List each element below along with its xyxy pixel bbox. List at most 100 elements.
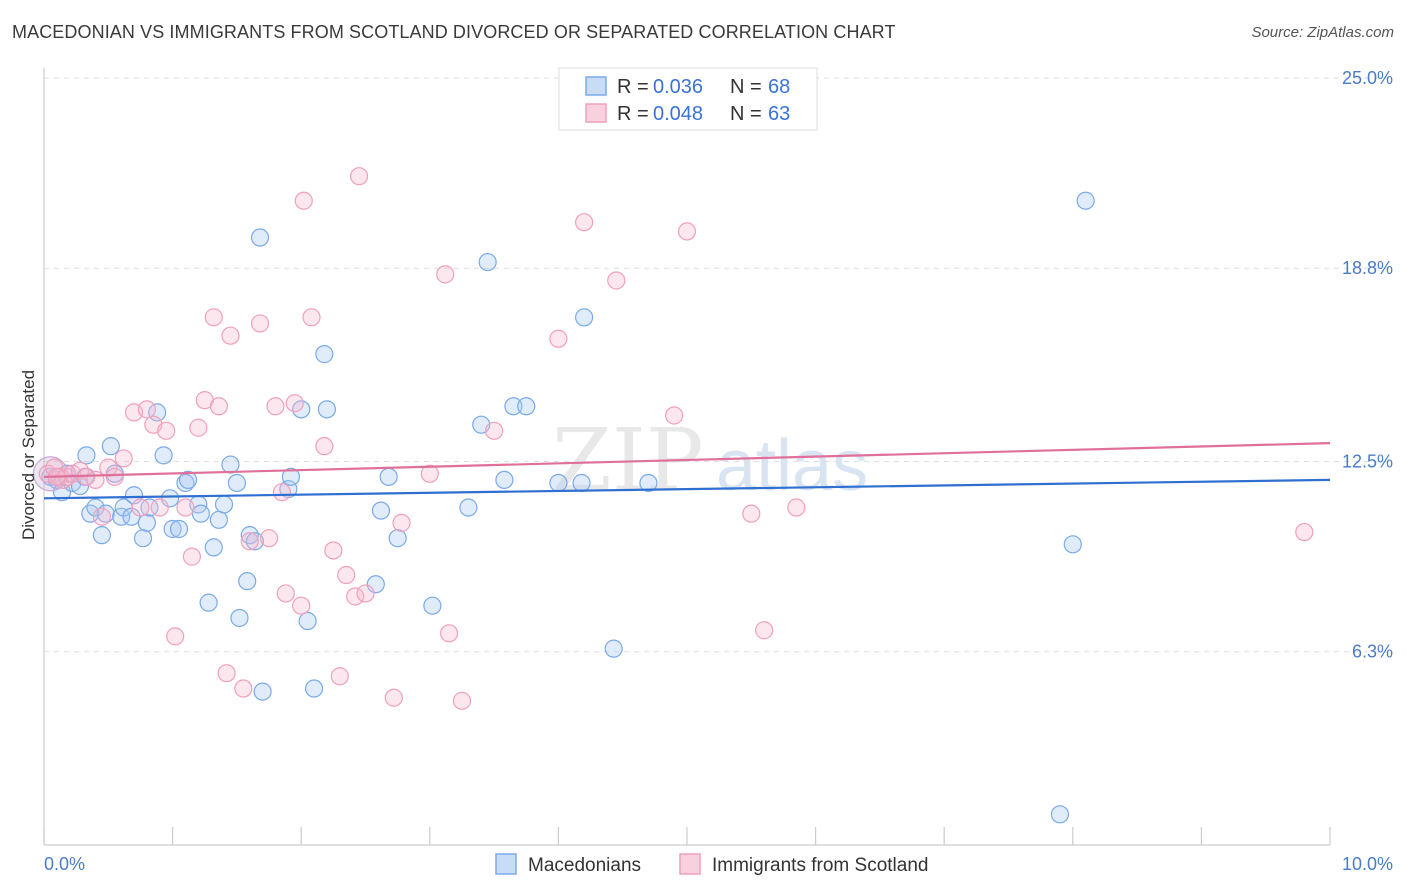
legend-r-label-1: R = [617,76,649,98]
axes [43,68,1331,846]
macedonians-point-62 [575,308,594,327]
bottom-legend-macedonians: Macedonians [528,855,641,876]
scotland-point-8 [86,470,105,490]
y-tick-labels: 6.3% 12.5% 18.8% 25.0% [1342,68,1393,662]
macedonians-point-45 [298,611,317,631]
macedonians-point-41 [253,682,272,701]
macedonians-point-33 [214,495,234,514]
scotland-point-35 [285,394,304,413]
scotland-point-45 [356,584,375,603]
scotland-point-28 [234,679,253,698]
scotland-point-50 [439,624,459,643]
watermark-atlas: atlas [716,426,868,506]
scotland-point-24 [204,308,223,327]
macedonians-point-19 [137,513,156,532]
macedonians-point-7 [77,446,96,465]
y-tick-label-1: 12.5% [1342,452,1393,472]
macedonians-point-60 [549,473,568,493]
macedonians-point-24 [163,519,182,539]
legend-swatch-scotland [585,103,607,123]
scotland-point-43 [346,587,365,606]
macedonians-point-37 [238,572,257,591]
scotland-point-17 [150,498,169,517]
scotland-point-27 [221,326,240,345]
macedonians-point-61 [572,473,591,493]
macedonians-point-29 [191,504,210,523]
legend-n-label-1: N = [730,76,762,98]
bottom-legend-scotland: Immigrants from Scotland [712,855,928,876]
macedonians-point-47 [315,345,334,364]
macedonians-point-65 [1063,535,1082,554]
scotland-point-60 [787,498,806,517]
gridlines [44,77,1390,653]
scotland-point-29 [240,532,259,551]
macedonians-point-59 [517,397,536,416]
scotland-point-53 [549,329,568,348]
macedonians-point-54 [459,498,478,517]
macedonians-point-67 [1050,805,1070,824]
macedonians-point-35 [227,473,246,493]
scotland-point-12 [114,449,133,468]
scotland-point-55 [607,271,626,290]
scotland-point-18 [157,421,176,440]
scotland-point-30 [250,314,270,333]
x-tick-label-1: 10.0% [1342,854,1393,874]
series-legend: Macedonians Immigrants from Scotland [495,853,928,876]
scotland-point-61 [1295,522,1314,542]
scotland-point-56 [665,406,684,425]
scotland-point-11 [105,467,124,486]
macedonians-point-23 [160,489,180,508]
macedonians-point-10 [92,526,111,545]
macedonians-point-22 [154,446,173,465]
macedonians-point-18 [133,529,153,548]
legend-r-value-1: 0.036 [653,76,703,98]
scotland-point-19 [166,627,185,646]
macedonians-point-51 [379,467,398,486]
macedonians-point-27 [178,470,198,490]
scotland-point-41 [330,667,349,686]
macedonians-point-63 [604,639,623,658]
scotland-point-25 [209,397,228,416]
scotland-point-32 [266,397,285,416]
scotland-point-14 [131,498,150,517]
x-tick-label-0: 0.0% [44,854,85,874]
macedonians-trend-line [43,478,1331,500]
macedonians-point-34 [221,455,240,474]
macedonians-point-53 [423,596,442,615]
macedonians-point-31 [204,538,223,557]
scotland-point-57 [677,222,697,241]
scotland-point-20 [176,498,195,517]
legend-n-value-1: 68 [768,76,790,98]
macedonians-point-56 [478,252,497,272]
macedonians-point-43 [281,467,301,486]
scotland-point-38 [302,308,321,327]
macedonians-point-57 [495,470,514,490]
y-axis-label: Divorced or Separated [19,370,38,540]
macedonians-point-52 [388,529,407,548]
macedonians-point-25 [169,519,189,539]
scotland-point-36 [292,596,311,615]
macedonians-point-46 [304,679,324,698]
scotland-point-21 [182,547,201,566]
scotland-point-9 [92,507,111,526]
scotland-point-46 [384,688,403,707]
scotland-point-37 [294,191,313,210]
scotland-point-26 [217,664,236,683]
scotland-point-15 [137,400,156,419]
scotland-point-33 [272,483,292,502]
macedonians-point-58 [504,397,523,416]
legend-swatch-macedonians [585,76,607,96]
macedonians-point-32 [209,510,228,529]
macedonians-point-9 [86,498,105,517]
y-tick-label-0: 6.3% [1352,642,1393,662]
scotland-point-54 [575,213,594,232]
legend-r-value-2: 0.048 [653,103,703,125]
scotland-point-59 [755,621,774,640]
chart-source: Source: ZipAtlas.com [1251,24,1394,41]
bottom-legend-swatch-scotland [679,853,701,875]
macedonians-point-66 [1076,191,1095,210]
macedonians-point-30 [199,593,218,612]
scotland-point-31 [259,529,279,548]
y-tick-label-2: 18.8% [1342,258,1393,278]
correlation-legend: R = 0.036 N = 68 R = 0.048 N = 63 [558,67,818,131]
